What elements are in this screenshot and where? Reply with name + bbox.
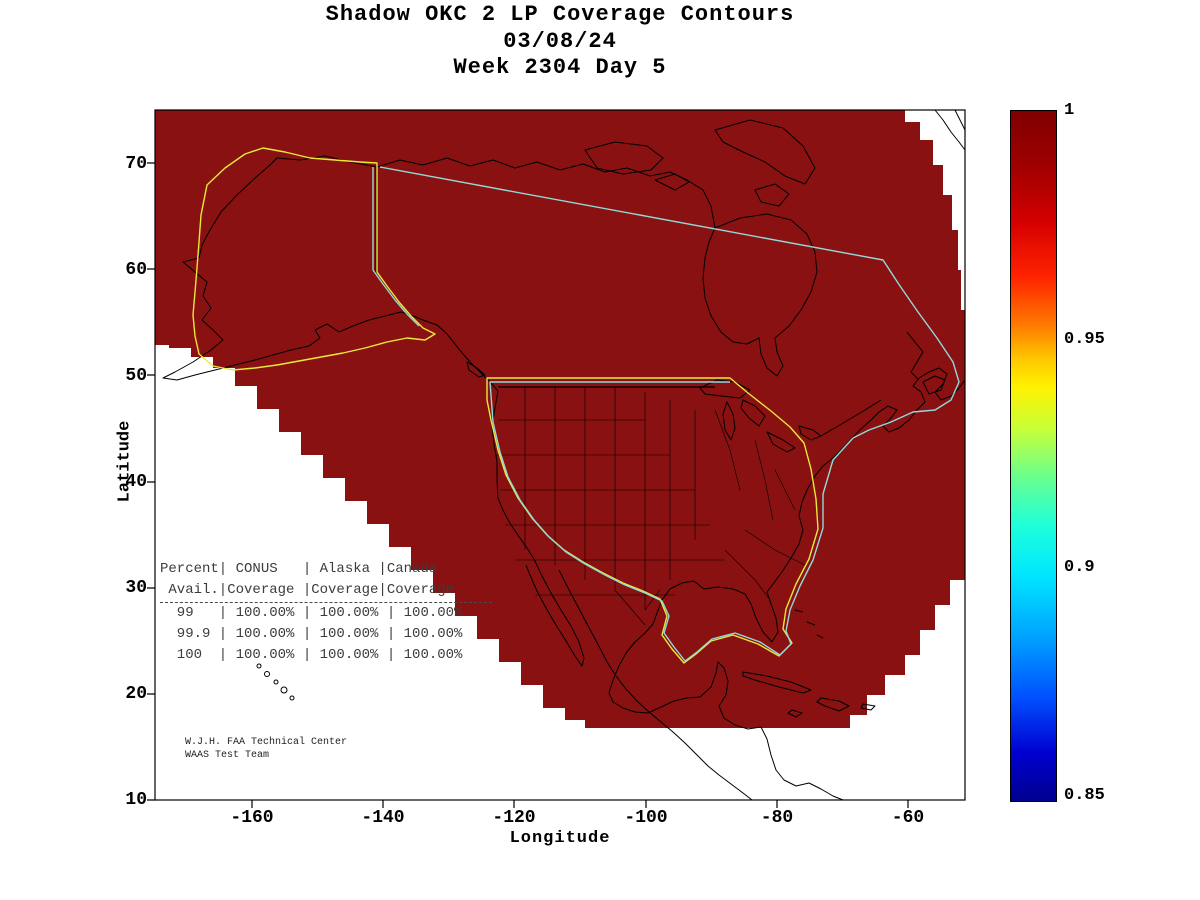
- maritime-canada-coastline: [861, 367, 966, 433]
- y-tick-60: 60: [125, 260, 147, 280]
- arctic-islet: [654, 173, 690, 191]
- greenland-coastline: [934, 109, 966, 151]
- hispaniola: [816, 697, 850, 712]
- baffin-island: [714, 119, 816, 185]
- x-tick-n140: -140: [361, 808, 405, 828]
- canada-west-coastline: [422, 319, 499, 392]
- y-tick-70: 70: [125, 154, 147, 174]
- y-tick-40: 40: [125, 472, 147, 492]
- cuba: [742, 671, 812, 694]
- mexico-pacific-coastline: [558, 569, 753, 801]
- canada-contour-cyan: [379, 166, 960, 439]
- y-tick-10: 10: [125, 790, 147, 810]
- x-axis-label: Longitude: [509, 829, 611, 848]
- state-lines-east: [614, 409, 806, 626]
- plot-frame: [154, 109, 966, 801]
- bahamas: [794, 609, 824, 639]
- y-tick-50: 50: [125, 366, 147, 386]
- alaska-border-contour-cyan: [372, 167, 420, 327]
- x-tick-n80: -80: [760, 808, 794, 828]
- colorbar-tick-0-95: 0.95: [1064, 330, 1105, 349]
- coverage-table-separator: [160, 602, 492, 603]
- coverage-table-header-1: Percent| CONUS | Alaska |Canada: [160, 561, 438, 577]
- coverage-table-row-99-9: 99.9 | 100.00% | 100.00% | 100.00%: [160, 626, 463, 642]
- credit-line-1: W.J.H. FAA Technical Center: [185, 737, 348, 748]
- x-tick-n120: -120: [492, 808, 536, 828]
- x-tick-n100: -100: [624, 808, 668, 828]
- puerto-rico: [860, 703, 876, 711]
- lake-huron: [740, 399, 766, 427]
- coverage-table: Percent| CONUS | Alaska |Canada Avail.|C…: [160, 559, 492, 666]
- eastcoast-contour-cyan: [663, 437, 854, 662]
- state-lines-vertical: [524, 387, 696, 610]
- chart-title: Shadow OKC 2 LP Coverage Contours: [325, 2, 795, 27]
- colorbar-tick-0-85: 0.85: [1064, 786, 1105, 805]
- victoria-island: [584, 141, 664, 175]
- alaska-contour-yellow: [192, 147, 436, 371]
- colorbar-tick-1: 1: [1064, 101, 1075, 120]
- axis-frame-layer: [147, 109, 966, 808]
- chart-date: 03/08/24: [503, 29, 617, 54]
- baja-peninsula: [525, 558, 585, 667]
- lake-ontario: [798, 425, 822, 441]
- y-tick-20: 20: [125, 684, 147, 704]
- westcoast-contour-cyan: [489, 381, 730, 634]
- coverage-table-row-99: 99 | 100.00% | 100.00% | 100.00%: [160, 605, 463, 621]
- colorbar: [1010, 110, 1057, 802]
- jamaica: [787, 709, 803, 718]
- state-lines-horizontal: [495, 419, 725, 596]
- credit-line-2: WAAS Test Team: [185, 750, 270, 761]
- chart-week-day: Week 2304 Day 5: [453, 55, 667, 80]
- lake-erie: [766, 431, 796, 453]
- contour-layer: [192, 147, 960, 664]
- coverage-region: [155, 110, 965, 728]
- east-gulf-coastline: [608, 427, 863, 801]
- y-axis-label: Latitude: [115, 420, 135, 503]
- y-axis-tick-marks: [147, 162, 155, 801]
- state-borders-layer: [495, 386, 806, 626]
- x-tick-n160: -160: [230, 808, 274, 828]
- colorbar-tick-0-9: 0.9: [1064, 558, 1095, 577]
- coverage-layer: [155, 110, 965, 728]
- map-plot: [147, 109, 966, 808]
- coverage-table-row-100: 100 | 100.00% | 100.00% | 100.00%: [160, 647, 463, 663]
- newfoundland: [922, 375, 946, 395]
- arctic-coastline: [376, 157, 716, 229]
- vancouver-island: [466, 361, 486, 378]
- x-axis-tick-marks: [251, 800, 909, 808]
- y-tick-30: 30: [125, 578, 147, 598]
- lake-superior: [699, 379, 751, 399]
- x-tick-n60: -60: [891, 808, 925, 828]
- southampton-island: [754, 183, 790, 207]
- labrador-coastline: [906, 331, 924, 381]
- st-lawrence-river: [820, 399, 882, 437]
- hawaii-islands: [256, 663, 295, 701]
- coverage-table-header-2: Avail.|Coverage |Coverage|Coverage: [160, 582, 455, 598]
- hudson-bay: [702, 213, 818, 377]
- coastline-layer: [162, 109, 966, 801]
- lake-michigan: [722, 401, 736, 441]
- credit-annotation: W.J.H. FAA Technical Center WAAS Test Te…: [185, 736, 347, 762]
